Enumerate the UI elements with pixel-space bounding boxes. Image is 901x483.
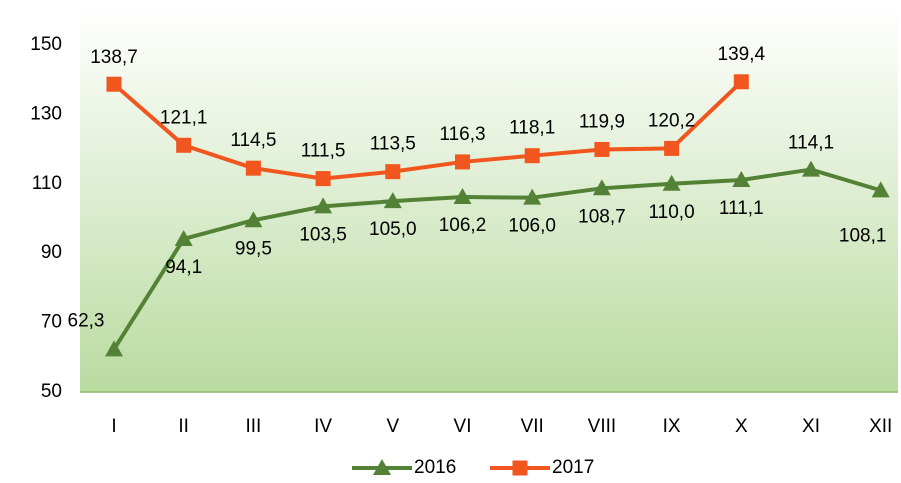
x-tick-label: II [178,416,189,437]
y-tick-label: 110 [32,173,62,194]
data-label: 103,5 [299,224,347,245]
data-label: 111,5 [301,141,346,162]
data-label: 94,1 [165,257,202,278]
x-tick-label: III [245,416,261,437]
marker [453,187,472,204]
marker [455,154,470,170]
y-tick-label: 70 [41,312,62,333]
marker [662,174,681,191]
legend-label: 2017 [552,457,594,478]
marker [523,188,542,205]
marker [244,211,263,228]
marker [314,197,333,214]
marker [871,181,890,198]
marker [383,192,402,209]
x-tick-label: XI [802,416,820,437]
data-label: 108,1 [839,225,887,246]
marker [385,164,401,180]
marker [174,229,193,246]
marker [592,179,611,196]
data-label: 138,7 [90,47,138,68]
data-label: 111,1 [719,198,764,219]
data-label: 106,2 [439,215,487,236]
data-label: 114,5 [230,130,276,151]
x-tick-label: X [735,416,748,437]
data-label: 105,0 [369,219,417,240]
data-label: 62,3 [68,310,105,331]
marker [315,171,331,187]
x-tick-label: V [386,416,399,437]
x-tick-label: VI [454,416,472,437]
marker [732,170,751,187]
legend-marker [512,460,528,476]
marker [802,160,820,177]
marker [524,148,540,164]
marker [105,340,123,357]
data-label: 99,5 [235,238,272,259]
data-label: 121,1 [160,107,208,128]
plot-background [80,8,898,392]
data-label: 114,1 [788,133,834,154]
marker [176,137,192,153]
marker [594,141,610,157]
x-tick-label: IV [314,416,332,437]
x-tick-label: VIII [588,416,617,437]
x-tick-label: VII [521,416,544,437]
series-line [112,167,882,351]
data-label: 106,0 [508,216,556,237]
data-label: 108,7 [578,206,626,227]
data-label: 110,0 [649,202,695,223]
marker [664,140,680,156]
data-label: 118,1 [509,118,555,139]
series-line [112,80,743,181]
data-label: 120,2 [648,110,696,131]
x-tick-label: I [111,416,116,437]
data-label: 113,5 [370,134,416,155]
y-tick-label: 90 [41,242,62,263]
data-label: 116,3 [439,124,485,145]
data-label: 119,9 [579,111,625,132]
marker [733,74,749,90]
x-tick-label: IX [663,416,681,437]
legend-marker [373,459,391,475]
y-tick-label: 150 [30,34,62,55]
data-label: 139,4 [718,44,766,65]
legend-label: 2016 [414,457,456,478]
marker [245,160,261,176]
marker [106,76,122,92]
y-tick-label: 50 [41,381,62,402]
x-tick-label: XII [869,416,892,437]
y-tick-label: 130 [30,103,62,124]
